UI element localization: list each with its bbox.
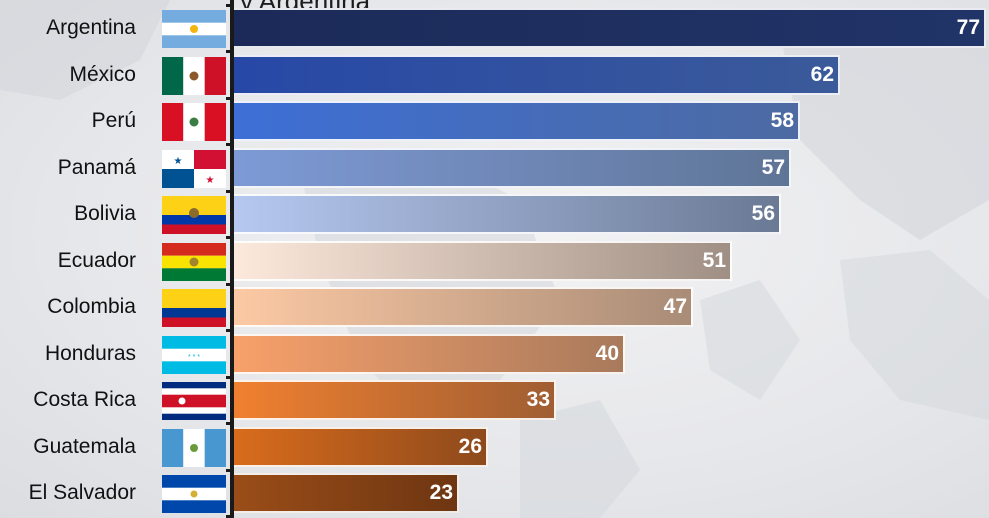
value-label: 58 (770, 109, 794, 132)
svg-text:★: ★ (174, 156, 183, 167)
svg-text:★: ★ (206, 175, 215, 186)
axis-tick (226, 468, 234, 472)
axis-tick (226, 96, 234, 100)
category-label: Guatemala (33, 434, 136, 458)
axis-tick (226, 50, 234, 54)
category-label: Ecuador (57, 248, 136, 272)
value-label: 23 (429, 481, 453, 504)
value-label: 56 (751, 202, 775, 225)
ecuador-flag (162, 242, 226, 281)
bar (234, 473, 459, 513)
bar (234, 287, 693, 327)
category-label: Argentina (46, 16, 136, 39)
bar (234, 240, 732, 281)
value-label: 47 (663, 295, 687, 318)
value-label: 77 (956, 16, 980, 39)
el-salvador-flag (162, 475, 226, 513)
axis-tick (226, 189, 234, 193)
category-label: Costa Rica (33, 388, 136, 411)
bar (234, 426, 488, 467)
bar (234, 333, 625, 374)
argentina-flag (162, 10, 226, 48)
category-label: México (69, 62, 136, 86)
axis-tick (226, 236, 234, 240)
axis-tick (226, 3, 234, 7)
peru-flag (162, 103, 226, 141)
value-label: 57 (761, 155, 785, 179)
axis-tick (226, 515, 234, 518)
axis-tick (226, 329, 234, 333)
axis-tick (226, 282, 234, 286)
axis-tick (226, 143, 234, 147)
category-label: Panamá (57, 155, 136, 179)
category-label: Honduras (44, 341, 136, 365)
mexico-flag (162, 56, 226, 95)
axis-tick (226, 422, 234, 426)
bar (234, 8, 986, 48)
value-label: 51 (702, 248, 726, 272)
bar (234, 101, 800, 141)
costa-rica-flag (162, 382, 226, 420)
bar (234, 380, 556, 420)
bolivia-flag (162, 196, 226, 234)
honduras-flag: * * * (162, 335, 226, 374)
category-label: Colombia (47, 295, 136, 318)
axis-tick (226, 375, 234, 379)
value-label: 26 (458, 434, 482, 458)
category-label: El Salvador (28, 481, 136, 504)
bar (234, 54, 840, 95)
value-label: 62 (810, 62, 834, 86)
y-axis-line (230, 0, 234, 518)
svg-text:* * *: * * * (188, 354, 200, 361)
category-label: Bolivia (74, 202, 136, 225)
guatemala-flag (162, 428, 226, 467)
bar (234, 147, 791, 188)
value-label: 40 (595, 341, 619, 365)
panama-flag: ★ ★ (162, 149, 226, 188)
bar (234, 194, 781, 234)
value-label: 33 (526, 388, 550, 411)
category-label: Perú (91, 109, 136, 132)
colombia-flag (162, 289, 226, 327)
